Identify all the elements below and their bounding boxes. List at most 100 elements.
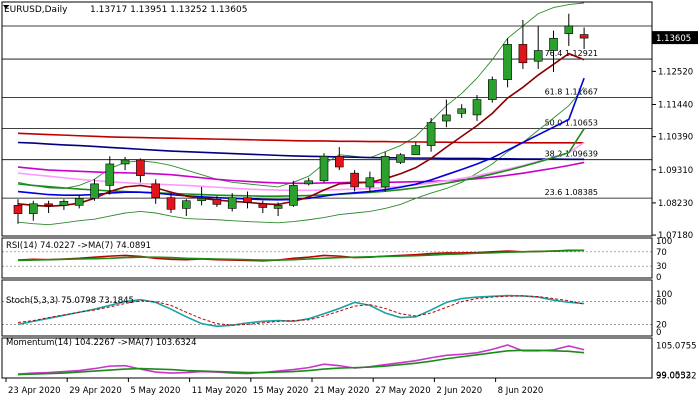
time-tick-label: 11 May 2020 [192, 386, 247, 396]
time-tick-label: 5 May 2020 [130, 386, 180, 396]
panel-frame [1, 337, 653, 379]
candle-body [289, 185, 298, 206]
price-tick-label: 1.12520 [658, 67, 693, 77]
candle-body [426, 122, 436, 146]
candle-body [304, 180, 314, 185]
indicator-tick-label: 99.00532 [656, 371, 697, 381]
panel-frame [1, 279, 653, 337]
time-tick-label: 29 Apr 2020 [69, 386, 122, 396]
candle-body [442, 114, 451, 122]
candle-body [227, 197, 237, 209]
candle-body [13, 205, 23, 214]
candle-body [197, 197, 206, 202]
candle-body [472, 99, 482, 116]
price-panel: 76.4 1.12921 61.8 1.11667 50.0 1.10653 38.2… [2, 2, 652, 226]
time-tick-label: 27 May 2020 [375, 386, 430, 396]
candle-body [365, 177, 375, 188]
time-tick-label: 8 Jun 2020 [498, 386, 544, 396]
indicator-tick-label: 20 [656, 320, 667, 330]
candle-body [258, 203, 268, 208]
candle-body [411, 145, 421, 156]
candle-body [319, 155, 329, 182]
candle-body [549, 37, 558, 51]
time-tick-label: 21 May 2020 [314, 386, 369, 396]
candle-body [212, 198, 222, 205]
current-price-label: 1.13605 [656, 34, 691, 44]
indicator-line [17, 249, 585, 262]
fib-level-label: 61.8 1.11667 [545, 88, 598, 97]
time-axis: 23 Apr 2020 29 Apr 2020 5 May 2020 11 May 2… [5, 378, 544, 396]
indicator-tick-label: 100 [656, 237, 672, 247]
candle-body [59, 201, 69, 206]
ohlc-label: 1.13717 1.13951 1.13252 1.13605 [90, 5, 247, 15]
candle-body [533, 50, 543, 62]
panel-frame [1, 1, 653, 237]
fib-level-label: 76.4 1.12921 [545, 49, 598, 58]
collapse-arrow-icon[interactable] [3, 5, 9, 9]
candle-body [334, 155, 344, 168]
candle-body [457, 108, 467, 114]
price-tick-label: 1.09310 [658, 166, 693, 176]
candle-body [120, 159, 130, 165]
candle-body [151, 183, 160, 198]
indicator-tick-label: 80 [656, 298, 667, 308]
stoch-label: Stoch(5,3,3) 75.0798 73.1845 [6, 296, 134, 306]
moving-average-line [17, 132, 585, 144]
indicator-tick-label: 0 [656, 328, 661, 338]
momentum-label: Momentum(14) 104.2267 ->MA(7) 103.6324 [6, 338, 196, 348]
candle-body [564, 25, 574, 34]
price-tick-label: 1.11440 [658, 100, 693, 110]
indicator-line [17, 344, 585, 375]
candle-body [136, 159, 145, 176]
candle-body [74, 197, 84, 206]
price-tick-label: 1.10390 [658, 133, 693, 143]
price-tick-label: 1.07180 [658, 231, 693, 241]
candle-body [273, 205, 283, 209]
current-price-tag [652, 31, 698, 45]
time-tick-label: 23 Apr 2020 [8, 386, 61, 396]
price-axis: 1.13605 1.12520 1.11440 1.10390 1.09310 1.082… [652, 31, 698, 241]
panel-frame [1, 237, 653, 279]
indicator-tick-label: 105.0755 [656, 342, 697, 352]
candle-body [487, 79, 497, 100]
fib-level-label: 23.6 1.08385 [545, 188, 598, 197]
band-lower-line [17, 87, 585, 226]
time-tick-label: 15 May 2020 [253, 386, 308, 396]
indicator-tick-label: 0 [656, 273, 661, 283]
candle-body [166, 197, 176, 210]
candle-body [105, 163, 115, 186]
rsi-label: RSI(14) 74.0227 ->MA(7) 74.0891 [6, 241, 151, 251]
indicator-line [17, 349, 585, 376]
moving-average-line [17, 128, 585, 197]
price-tick-label: 1.08230 [658, 199, 693, 209]
band-upper-line [17, 2, 585, 189]
indicator-tick-label: 70 [656, 248, 667, 258]
fib-level-label: 38.2 1.09639 [545, 150, 598, 159]
candle-body [44, 203, 53, 206]
indicator-tick-label: 100 [656, 290, 672, 300]
indicator-tick-label: 99.0532 [656, 371, 691, 381]
candle-body [28, 203, 38, 214]
candle-body [380, 155, 390, 188]
indicator-line [17, 249, 585, 262]
candle-body [396, 154, 405, 163]
indicator-line [17, 295, 585, 326]
candle-body [518, 44, 528, 64]
candle-body [503, 44, 512, 80]
moving-average-line [17, 52, 585, 208]
symbol-label: EURUSD,Daily [4, 5, 68, 15]
fib-level-label: 50.0 1.10653 [545, 119, 598, 128]
indicator-tick-label: 30 [656, 262, 667, 272]
candle-body [579, 34, 589, 39]
indicator-line [17, 294, 585, 328]
candle-body [243, 197, 252, 203]
candle-body [350, 172, 359, 188]
candle-body [90, 183, 99, 199]
candle-body [182, 200, 191, 209]
moving-average-line [17, 141, 585, 161]
time-tick-label: 2 Jun 2020 [436, 386, 482, 396]
